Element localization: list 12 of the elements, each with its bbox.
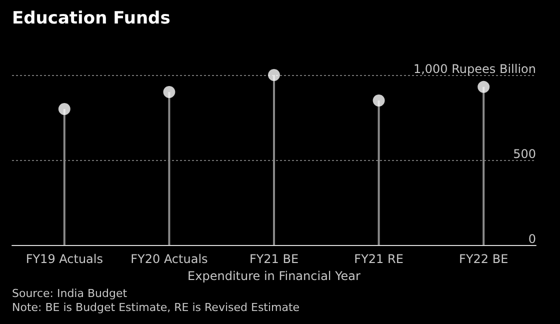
y-tick-label: 500 bbox=[513, 147, 536, 161]
x-tick-label: FY21 RE bbox=[354, 252, 404, 266]
y-tick-label: 0 bbox=[528, 232, 536, 246]
x-tick-label: FY21 BE bbox=[249, 252, 299, 266]
x-tick-label: FY20 Actuals bbox=[130, 252, 208, 266]
x-axis-title: Expenditure in Financial Year bbox=[188, 268, 361, 283]
x-tick-label: FY19 Actuals bbox=[26, 252, 103, 266]
y-tick-label: 1,000 Rupees Billion bbox=[413, 62, 536, 76]
chart-title: Education Funds bbox=[12, 8, 170, 28]
source-note: Source: India Budget bbox=[12, 287, 128, 300]
text: Note: BE is Budget Estimate, RE is Revised Estimate bbox=[12, 301, 300, 314]
x-tick-label: FY22 BE bbox=[459, 252, 508, 266]
